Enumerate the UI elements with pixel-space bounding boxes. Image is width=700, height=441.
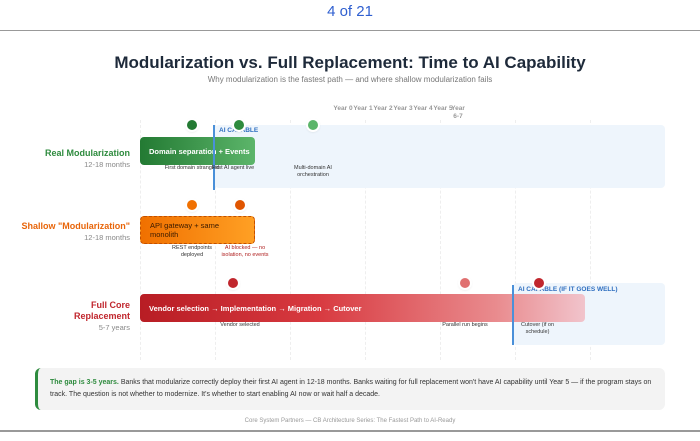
row-duration: 5-7 years	[98, 323, 130, 332]
page-counter: 4 of 21	[327, 3, 373, 20]
row-name: Real Modularization	[44, 148, 130, 158]
milestone-label: Cutover (if on schedule)	[520, 322, 554, 335]
row-duration: 12-18 months	[84, 160, 130, 169]
grid-line	[440, 120, 441, 360]
ai-capable-zone	[215, 125, 665, 188]
milestone-dot[interactable]	[235, 200, 245, 210]
timeline-bar[interactable]: API gateway + same monolith	[140, 216, 255, 244]
row-label-real-modularization: Real Modularization 12-18 months	[45, 148, 130, 170]
grid-line	[590, 120, 591, 360]
year-label: Year 3	[393, 105, 413, 112]
milestone-label: Parallel run begins	[442, 322, 488, 328]
milestone-label: AI blocked — no isolation, no events	[221, 245, 269, 258]
year-label: Year 5	[433, 105, 453, 112]
year-label: Year 2	[373, 105, 393, 112]
row-label-shallow-modularization: Shallow "Modularization" 12-18 months	[21, 221, 130, 243]
milestone-dot[interactable]	[234, 120, 244, 130]
milestone-label: REST endpoints deployed	[172, 245, 212, 258]
row-duration: 12-18 months	[84, 233, 130, 242]
slide-frame	[0, 30, 700, 432]
grid-line	[515, 120, 516, 360]
ai-capable-label: AI CAPABLE (IF IT GOES WELL)	[518, 286, 618, 293]
milestone-dot[interactable]	[534, 278, 544, 288]
row-label-full-core-replacement: Full Core Replacement 5-7 years	[60, 300, 130, 333]
grid-line	[365, 120, 366, 360]
row-name: Full Core Replacement	[73, 300, 130, 321]
year-label: Year 6-7	[451, 105, 465, 120]
year-label: Year 4	[413, 105, 433, 112]
milestone-dot[interactable]	[228, 278, 238, 288]
timeline-bar[interactable]: Vendor selection → Implementation → Migr…	[140, 294, 585, 322]
ai-capable-line	[512, 285, 514, 345]
milestone-label: First domain strangled	[164, 165, 220, 171]
year-label: Year 1	[353, 105, 373, 112]
row-name: Shallow "Modularization"	[21, 221, 130, 231]
slide-title: Modularization vs. Full Replacement: Tim…	[114, 53, 586, 72]
grid-line	[290, 120, 291, 360]
milestone-label: Vendor selected	[220, 322, 260, 328]
milestone-dot[interactable]	[308, 120, 318, 130]
callout-text: Banks that modularize correctly deploy t…	[50, 379, 652, 398]
slide-footer: Core System Partners — CB Architecture S…	[244, 418, 456, 424]
ai-capable-line	[213, 125, 215, 190]
milestone-dot[interactable]	[187, 120, 197, 130]
slide-subtitle: Why modularization is the fastest path —…	[207, 75, 493, 84]
callout-lead: The gap is 3-5 years.	[50, 379, 119, 386]
milestone-dot[interactable]	[460, 278, 470, 288]
milestone-dot[interactable]	[187, 200, 197, 210]
milestone-label: First AI agent live	[212, 165, 255, 171]
ai-capable-label: AI CAPABLE	[219, 127, 259, 134]
callout-box: The gap is 3-5 years. Banks that modular…	[35, 368, 665, 410]
timeline-bar[interactable]: Domain separation + Events	[140, 137, 255, 165]
year-label: Year 0	[333, 105, 353, 112]
milestone-label: Multi-domain AI orchestration	[294, 165, 332, 178]
